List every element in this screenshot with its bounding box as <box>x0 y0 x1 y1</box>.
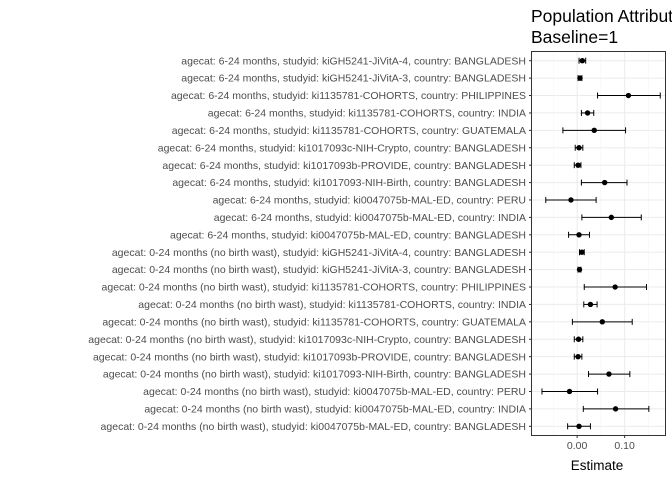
y-tick-label: agecat: 6-24 months, studyid: ki1135781-… <box>171 90 526 102</box>
y-tick-label: agecat: 0-24 months (no birth wast), stu… <box>88 334 526 346</box>
y-tick-label: agecat: 6-24 months, studyid: ki0047075b… <box>214 212 526 224</box>
y-tick-label: agecat: 6-24 months, studyid: kiGH5241-J… <box>181 73 526 85</box>
chart-title-line-1: Population Attributable <box>531 6 672 26</box>
estimate-point <box>608 214 615 221</box>
y-tick-label: agecat: 0-24 months (no birth wast), stu… <box>101 421 526 433</box>
estimate-point <box>625 92 632 99</box>
estimate-point <box>584 110 591 116</box>
estimate-point <box>577 75 583 81</box>
estimate-marks <box>541 57 661 430</box>
panel-border <box>531 51 666 436</box>
y-tick-label: agecat: 0-24 months (no birth wast), stu… <box>138 299 526 311</box>
y-tick-label: agecat: 6-24 months, studyid: ki1017093b… <box>162 160 526 172</box>
y-tick-label: agecat: 0-24 months (no birth wast), stu… <box>144 403 526 415</box>
estimate-point <box>576 145 582 151</box>
estimate-point <box>587 301 594 308</box>
y-tick-label: agecat: 6-24 months, studyid: ki1135781-… <box>208 108 526 120</box>
estimate-point <box>568 197 574 203</box>
y-tick-label: agecat: 6-24 months, studyid: ki1017093-… <box>172 177 526 189</box>
estimate-point <box>575 353 581 360</box>
estimate-point <box>606 371 612 377</box>
chart-title-line-2: Baseline=1 <box>531 27 618 47</box>
estimate-point <box>579 58 586 64</box>
y-tick-label: agecat: 0-24 months (no birth wast), stu… <box>102 316 526 328</box>
estimate-point <box>599 319 605 325</box>
estimate-point <box>575 162 581 168</box>
estimate-point <box>601 179 608 186</box>
y-tick-label: agecat: 0-24 months (no birth wast), stu… <box>143 386 526 398</box>
estimate-point <box>576 423 582 429</box>
estimate-point <box>612 406 619 412</box>
y-tick-label: agecat: 0-24 months (no birth wast), stu… <box>112 264 526 276</box>
estimate-point <box>576 266 583 273</box>
estimate-point <box>566 388 573 395</box>
estimate-point <box>591 127 597 134</box>
y-tick-label: agecat: 0-24 months (no birth wast), stu… <box>93 351 526 363</box>
estimate-point <box>579 249 585 255</box>
x-axis-title: Estimate <box>571 458 624 473</box>
y-tick-label: agecat: 6-24 months, studyid: ki0047075b… <box>213 195 526 207</box>
y-tick-label: agecat: 6-24 months, studyid: ki1135781-… <box>172 125 526 137</box>
estimate-point <box>576 232 582 238</box>
estimate-point <box>612 284 618 290</box>
y-tick-label: agecat: 6-24 months, studyid: kiGH5241-J… <box>181 55 526 67</box>
y-tick-label: agecat: 0-24 months (no birth wast), stu… <box>102 282 526 294</box>
y-tick-label: agecat: 0-24 months (no birth wast), stu… <box>103 369 526 381</box>
estimate-point <box>575 336 582 342</box>
y-tick-label: agecat: 6-24 months, studyid: ki0047075b… <box>170 229 526 241</box>
x-tick-label: 0.10 <box>614 440 635 452</box>
x-tick-label: 0.00 <box>567 440 588 452</box>
y-tick-label: agecat: 0-24 months (no birth wast), stu… <box>112 247 526 259</box>
y-tick-label: agecat: 6-24 months, studyid: ki1017093c… <box>158 142 526 154</box>
x-axis-ticks: 0.00 0.10 <box>567 435 635 452</box>
y-axis-labels: agecat: 6-24 months, studyid: kiGH5241-J… <box>88 55 532 433</box>
